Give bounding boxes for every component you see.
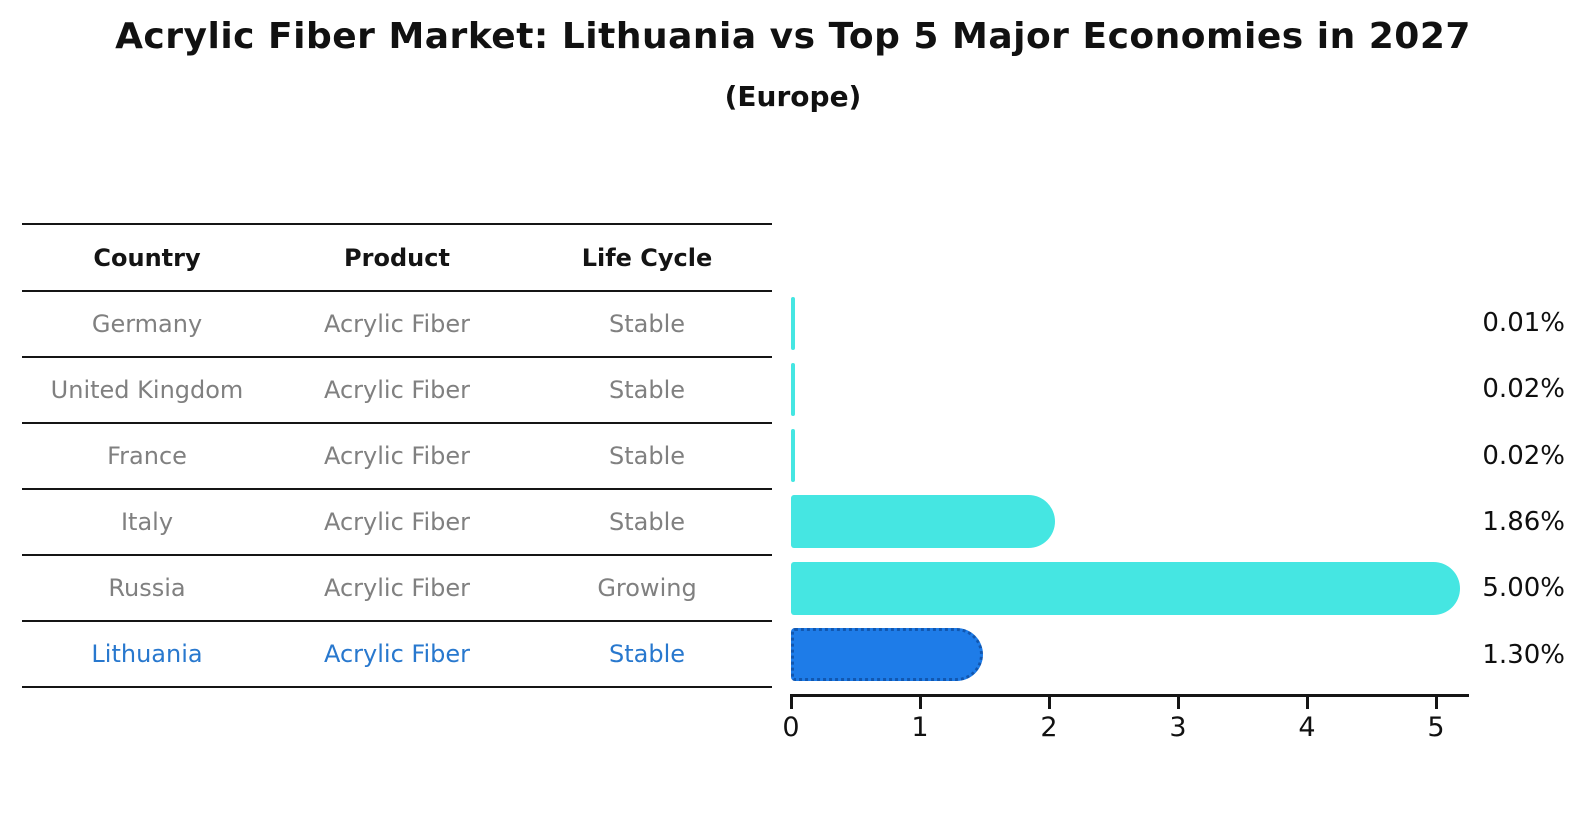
- chart-subtitle: (Europe): [724, 80, 862, 113]
- x-tick-label: 0: [782, 712, 800, 743]
- country-table: Country Product Life Cycle Germany Acryl…: [22, 223, 772, 688]
- table-row: Italy Acrylic Fiber Stable: [22, 490, 772, 556]
- cell-life-cycle: Stable: [608, 376, 686, 404]
- x-tick: [1435, 694, 1438, 709]
- cell-country: Italy: [120, 508, 174, 536]
- bar-france: [791, 429, 795, 483]
- x-tick-label: 3: [1169, 712, 1187, 743]
- x-tick: [1048, 694, 1051, 709]
- cell-life-cycle: Stable: [608, 310, 686, 338]
- cell-product: Acrylic Fiber: [323, 508, 470, 536]
- table-header-row: Country Product Life Cycle: [22, 225, 772, 292]
- table-row: France Acrylic Fiber Stable: [22, 424, 772, 490]
- x-tick-label: 4: [1298, 712, 1316, 743]
- col-header-life-cycle: Life Cycle: [581, 243, 713, 272]
- cell-country: Germany: [91, 310, 203, 338]
- x-tick: [1306, 694, 1309, 709]
- cell-country: United Kingdom: [50, 376, 244, 404]
- cell-life-cycle: Growing: [597, 574, 697, 602]
- table-row: Russia Acrylic Fiber Growing: [22, 556, 772, 622]
- x-tick-label: 2: [1040, 712, 1058, 743]
- cell-life-cycle: Stable: [608, 640, 686, 668]
- bar-russia: [791, 561, 1460, 615]
- table-row: Germany Acrylic Fiber Stable: [22, 292, 772, 358]
- x-tick: [790, 694, 793, 709]
- cell-product: Acrylic Fiber: [323, 376, 470, 404]
- bar-united-kingdom: [791, 362, 795, 416]
- x-tick: [919, 694, 922, 709]
- value-label-russia: 5.00%: [1482, 573, 1565, 604]
- bar-italy: [791, 495, 1055, 549]
- cell-product: Acrylic Fiber: [323, 310, 470, 338]
- cell-product: Acrylic Fiber: [323, 640, 470, 668]
- cell-country: Lithuania: [91, 640, 203, 668]
- cell-country: France: [107, 442, 187, 470]
- value-label-france: 0.02%: [1482, 440, 1565, 471]
- cell-product: Acrylic Fiber: [323, 574, 470, 602]
- cell-life-cycle: Stable: [608, 508, 686, 536]
- cell-country: Russia: [108, 574, 186, 602]
- bar-lithuania: [791, 628, 983, 682]
- value-label-lithuania: 1.30%: [1482, 639, 1565, 670]
- x-tick-label: 5: [1427, 712, 1445, 743]
- chart-title: Acrylic Fiber Market: Lithuania vs Top 5…: [115, 16, 1471, 57]
- cell-life-cycle: Stable: [608, 442, 686, 470]
- col-header-product: Product: [344, 243, 450, 272]
- x-tick-label: 1: [911, 712, 929, 743]
- col-header-country: Country: [93, 243, 201, 272]
- value-label-united-kingdom: 0.02%: [1482, 374, 1565, 405]
- cell-product: Acrylic Fiber: [323, 442, 470, 470]
- x-axis-line: [791, 694, 1469, 697]
- value-label-germany: 0.01%: [1482, 308, 1565, 338]
- table-row: Lithuania Acrylic Fiber Stable: [22, 622, 772, 688]
- bar-germany: [791, 296, 795, 350]
- value-label-italy: 1.86%: [1482, 506, 1565, 537]
- table-row: United Kingdom Acrylic Fiber Stable: [22, 358, 772, 424]
- x-tick: [1177, 694, 1180, 709]
